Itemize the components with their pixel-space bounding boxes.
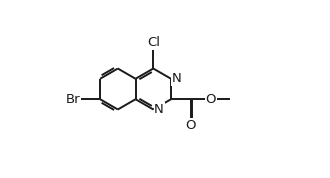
Text: Cl: Cl — [147, 36, 160, 49]
Text: O: O — [185, 119, 196, 132]
Text: Br: Br — [66, 93, 81, 106]
Text: O: O — [206, 93, 216, 106]
Text: N: N — [154, 103, 164, 116]
Text: N: N — [172, 72, 182, 85]
